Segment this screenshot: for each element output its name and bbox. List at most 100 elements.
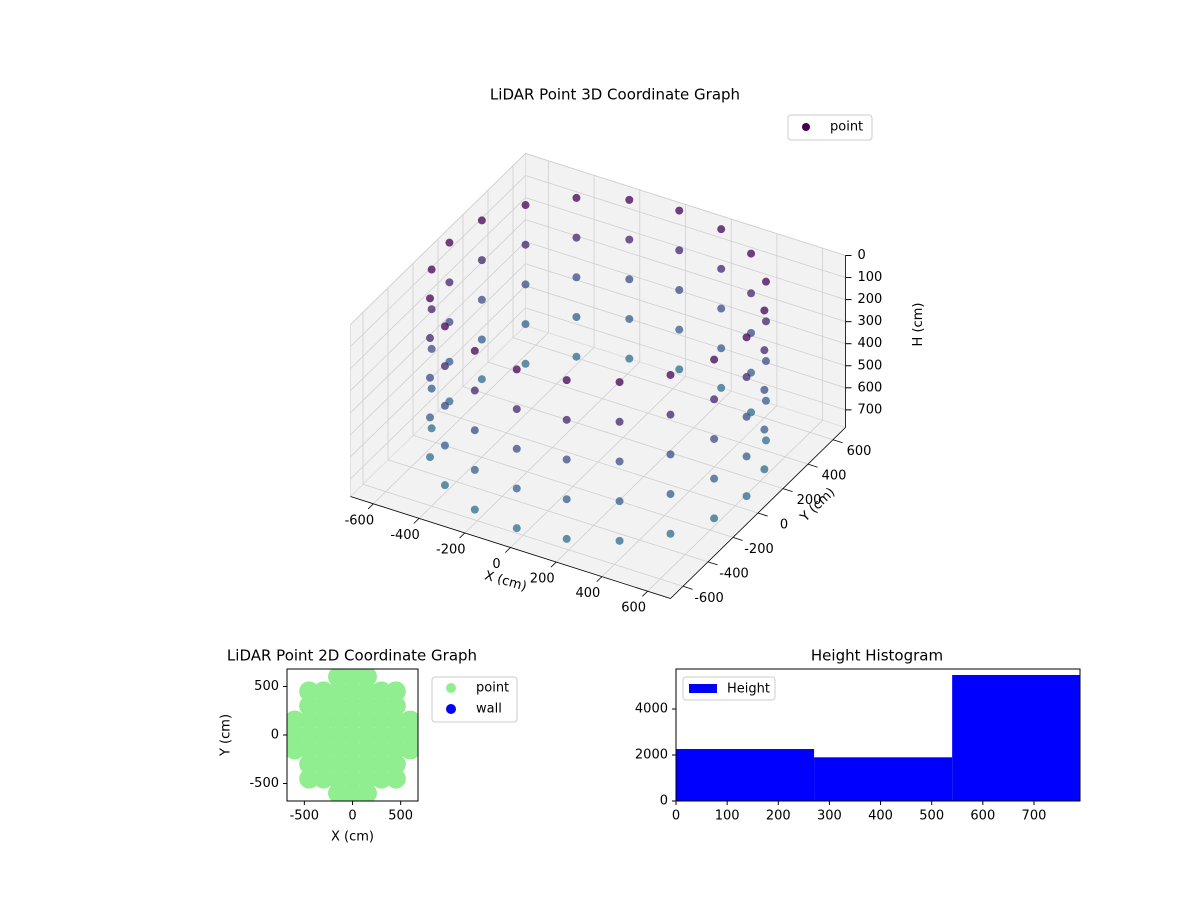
y-tick-label: 500 bbox=[254, 679, 279, 694]
point bbox=[760, 465, 769, 474]
x-tick-label: -600 bbox=[345, 513, 375, 528]
tick-mark bbox=[459, 532, 466, 539]
point bbox=[666, 529, 675, 538]
tick-mark bbox=[504, 547, 511, 553]
point bbox=[427, 265, 436, 274]
point bbox=[287, 739, 305, 760]
point bbox=[562, 534, 571, 543]
point bbox=[615, 536, 624, 545]
z-tick-label: 400 bbox=[858, 336, 883, 351]
legend-box bbox=[787, 114, 873, 141]
point bbox=[615, 457, 624, 466]
x-tick-label: 100 bbox=[715, 809, 740, 824]
x-tick-label: 200 bbox=[530, 572, 555, 587]
point bbox=[761, 277, 770, 286]
point bbox=[385, 710, 406, 731]
point bbox=[710, 434, 719, 443]
x-tick-label: 400 bbox=[576, 586, 601, 601]
legend-marker bbox=[689, 684, 717, 693]
point bbox=[342, 710, 363, 731]
point bbox=[299, 725, 320, 745]
z-tick-label: 500 bbox=[858, 358, 883, 373]
grid-line bbox=[462, 386, 784, 489]
point bbox=[761, 436, 770, 445]
point bbox=[385, 681, 406, 702]
point bbox=[470, 386, 479, 395]
point bbox=[521, 280, 530, 289]
point bbox=[426, 294, 435, 303]
x-tick-label: 500 bbox=[919, 809, 944, 824]
point bbox=[356, 783, 377, 801]
grid-line bbox=[437, 410, 759, 514]
point bbox=[625, 314, 634, 323]
legend-label: Height bbox=[727, 682, 770, 697]
plot-frame bbox=[675, 668, 1081, 802]
point bbox=[342, 681, 363, 702]
point bbox=[356, 695, 377, 716]
tick-mark bbox=[832, 439, 843, 444]
point bbox=[710, 514, 719, 523]
point bbox=[356, 768, 377, 789]
y-tick-label: 400 bbox=[822, 469, 847, 484]
tick-mark bbox=[682, 585, 693, 590]
y-axis-label: Y (cm) bbox=[219, 714, 234, 757]
point bbox=[615, 497, 624, 506]
z-axis-label: H (cm) bbox=[911, 303, 926, 347]
point bbox=[470, 505, 479, 514]
point bbox=[356, 710, 377, 731]
tick-mark bbox=[642, 590, 648, 597]
x-tick-label: 400 bbox=[868, 809, 893, 824]
point bbox=[710, 395, 719, 404]
tick-mark bbox=[550, 561, 557, 568]
point bbox=[512, 524, 521, 533]
point bbox=[572, 193, 581, 202]
x-tick-label: 700 bbox=[1022, 809, 1047, 824]
point bbox=[328, 768, 349, 789]
grid-line bbox=[350, 241, 526, 413]
grid-line bbox=[487, 361, 809, 465]
point bbox=[427, 305, 436, 314]
y-tick-label: -500 bbox=[249, 776, 279, 791]
legend-label: wall bbox=[476, 702, 502, 717]
point bbox=[470, 465, 479, 474]
point bbox=[356, 681, 377, 702]
point bbox=[328, 725, 349, 745]
point bbox=[470, 346, 479, 355]
grid-line bbox=[350, 285, 526, 458]
point bbox=[440, 481, 449, 490]
point bbox=[328, 754, 349, 775]
z-tick-label: 0 bbox=[858, 248, 866, 263]
point bbox=[562, 495, 571, 504]
point bbox=[328, 681, 349, 702]
point bbox=[371, 768, 392, 789]
x-tick-label: -500 bbox=[290, 809, 320, 824]
point bbox=[328, 739, 349, 760]
point bbox=[717, 304, 726, 313]
point bbox=[440, 322, 449, 331]
point bbox=[426, 373, 435, 382]
point bbox=[666, 370, 675, 379]
x-tick-label: 600 bbox=[970, 809, 995, 824]
point bbox=[625, 354, 634, 363]
y-tick-label: -200 bbox=[744, 542, 774, 557]
point bbox=[521, 320, 530, 329]
y-tick-label: -600 bbox=[694, 591, 724, 606]
point bbox=[427, 384, 436, 393]
point bbox=[328, 695, 349, 716]
tick-mark bbox=[707, 561, 718, 566]
legend-box bbox=[682, 676, 776, 701]
point bbox=[562, 455, 571, 464]
chart-title: LiDAR Point 2D Coordinate Graph bbox=[227, 647, 477, 665]
point bbox=[675, 325, 684, 334]
point bbox=[477, 216, 486, 225]
grid-line bbox=[525, 153, 846, 256]
point bbox=[742, 452, 751, 461]
legend-label: point bbox=[476, 681, 509, 696]
point bbox=[615, 417, 624, 426]
y-tick-label: 0 bbox=[660, 794, 668, 809]
grid-line bbox=[525, 285, 846, 389]
x-axis-line bbox=[350, 496, 671, 599]
point bbox=[760, 306, 769, 315]
point bbox=[512, 484, 521, 493]
tick-mark bbox=[757, 512, 768, 517]
